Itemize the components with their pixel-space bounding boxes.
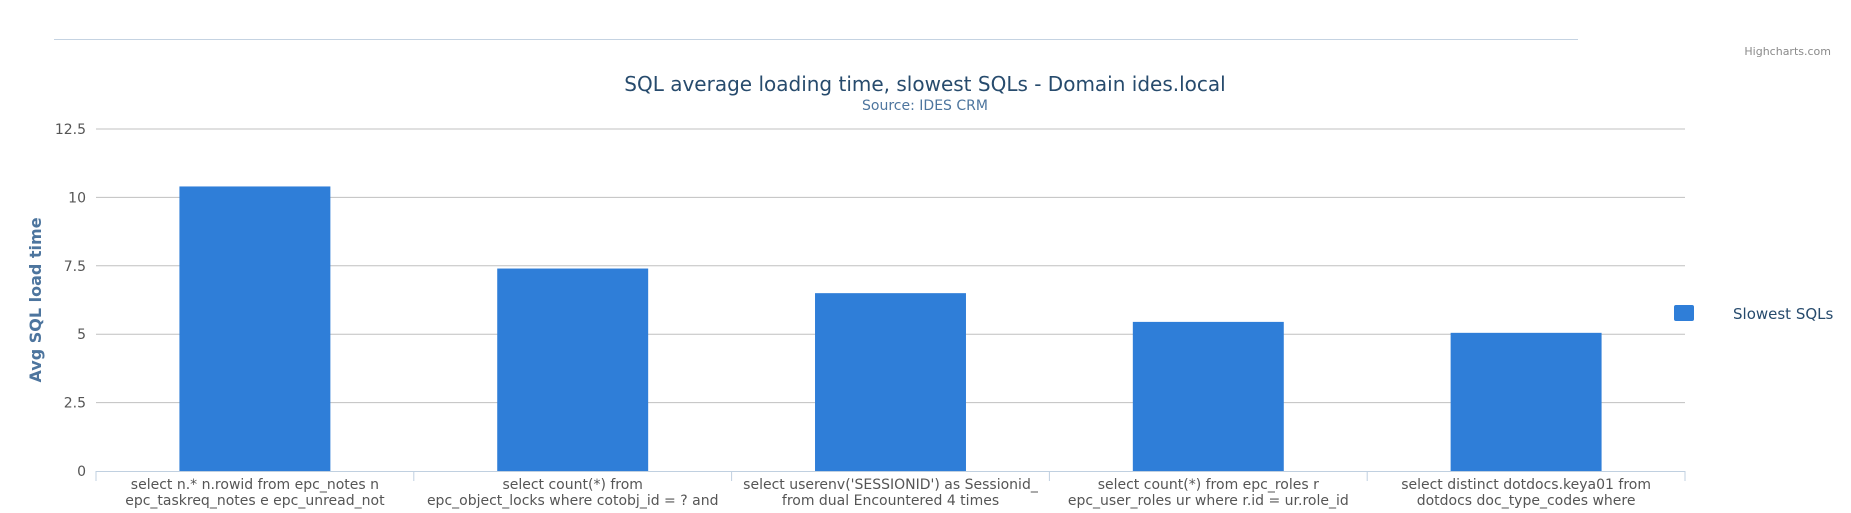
- x-tick-label: select count(*) from epc_roles r: [1098, 477, 1319, 493]
- legend[interactable]: Slowest SQLs: [1674, 305, 1834, 323]
- x-tick-label: epc_user_roles ur where r.id = ur.role_i…: [1068, 493, 1349, 509]
- x-tick-label: select count(*) from: [502, 477, 643, 493]
- y-axis-title: Avg SQL load time: [26, 217, 45, 382]
- x-tick-label: select n.* n.rowid from epc_notes n: [131, 477, 379, 493]
- bar[interactable]: [1450, 332, 1602, 471]
- bar[interactable]: [497, 268, 649, 471]
- chart-title: SQL average loading time, slowest SQLs -…: [624, 72, 1225, 96]
- top-divider-line: [54, 39, 1578, 40]
- x-tick-label: select userenv('SESSIONID') as Sessionid…: [743, 477, 1039, 493]
- x-axis-labels: select n.* n.rowid from epc_notes nepc_t…: [125, 477, 1651, 509]
- legend-label[interactable]: Slowest SQLs: [1733, 305, 1834, 323]
- y-tick-label: 12.5: [55, 122, 86, 138]
- bar-series: [179, 186, 1602, 471]
- y-axis-ticks: 0 2.5 5 7.5 10 12.5: [55, 122, 86, 480]
- x-tick-label: epc_taskreq_notes e epc_unread_not: [125, 493, 385, 509]
- chart-subtitle: Source: IDES CRM: [862, 98, 988, 114]
- y-tick-label: 7.5: [64, 259, 86, 275]
- x-axis: [95, 471, 1686, 481]
- bar[interactable]: [179, 186, 331, 471]
- bar[interactable]: [815, 293, 966, 471]
- y-tick-label: 5: [77, 327, 86, 343]
- x-tick-label: epc_object_locks where cotobj_id = ? and: [427, 493, 719, 509]
- x-tick-label: select distinct dotdocs.keya01 from: [1401, 477, 1651, 493]
- highcharts-credits-link[interactable]: Highcharts.com: [1744, 45, 1831, 58]
- x-tick-label: from dual Encountered 4 times: [782, 493, 999, 509]
- y-tick-label: 10: [68, 190, 86, 206]
- y-tick-label: 2.5: [64, 396, 86, 412]
- legend-swatch[interactable]: [1674, 305, 1694, 321]
- bar[interactable]: [1132, 321, 1284, 471]
- y-tick-label: 0: [77, 464, 86, 480]
- x-tick-label: dotdocs doc_type_codes where: [1417, 493, 1636, 509]
